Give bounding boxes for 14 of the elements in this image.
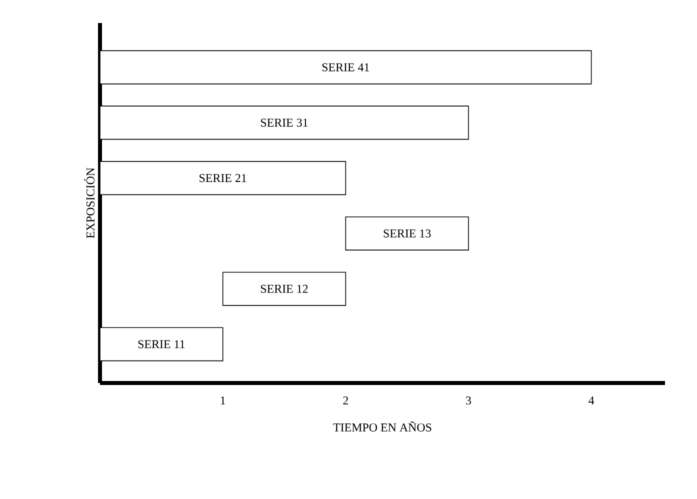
y-tick-label: SERIE 21 [200, 174, 246, 182]
y-tick-label: SERIE 31 [260, 118, 308, 127]
x-tick-label: 1 [220, 396, 226, 404]
y-tick-label: SERIE 12 [260, 284, 308, 293]
y-tick-label: SERIE 13 [384, 229, 431, 238]
bar [345, 216, 469, 250]
y-tick-label: SERIE 41 [322, 63, 370, 72]
y-axis-title: EXPOSICIÓN [84, 168, 94, 238]
x-tick-label: 3 [466, 396, 472, 405]
x-tick-label: 4 [588, 396, 594, 404]
x-axis-title: TIEMPO EN AÑOS [333, 421, 432, 432]
y-tick-label: SERIE 11 [138, 340, 185, 348]
x-tick-label: 2 [343, 396, 348, 404]
bar [222, 272, 346, 306]
